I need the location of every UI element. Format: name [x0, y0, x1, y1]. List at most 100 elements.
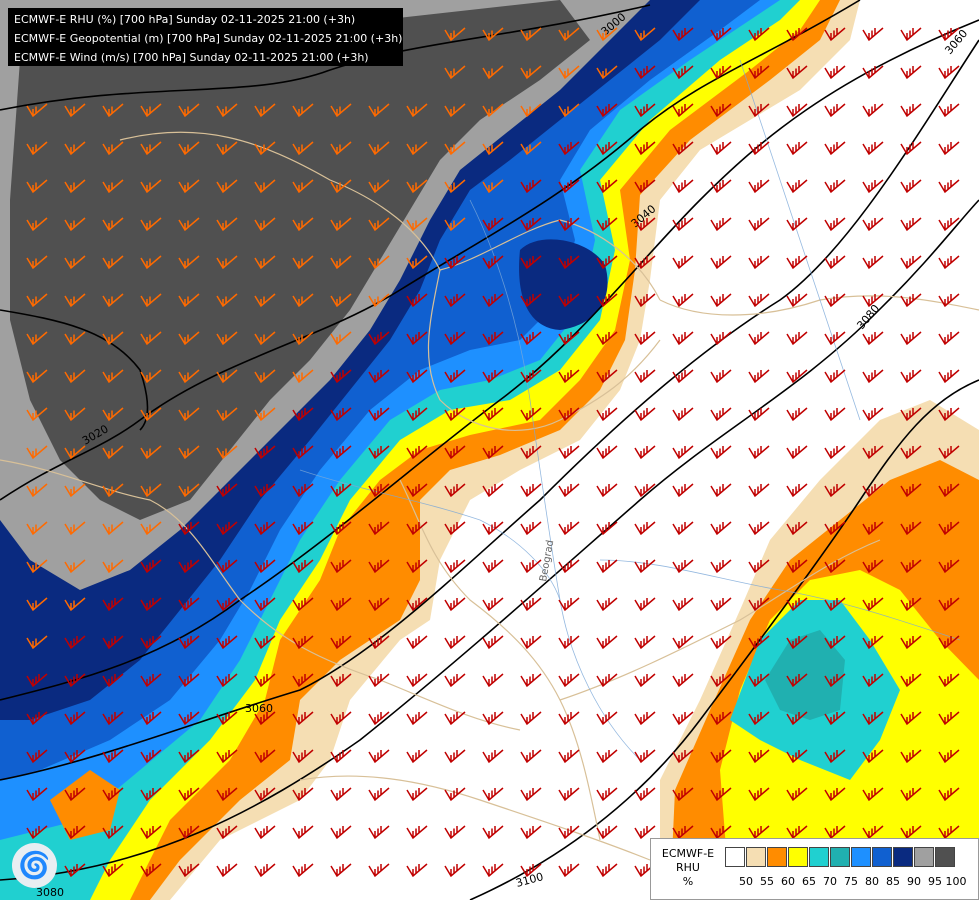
wind-barb-icon: [786, 217, 808, 232]
wind-barb-icon: [900, 521, 922, 536]
wind-barb-icon: [596, 217, 618, 232]
wind-barb-icon: [558, 597, 580, 612]
wind-barb-icon: [786, 483, 808, 498]
wind-barb-icon: [330, 559, 352, 574]
wind-barb-icon: [64, 597, 86, 612]
wind-barb-icon: [748, 293, 770, 308]
wind-barb-icon: [178, 141, 200, 156]
wind-barb-icon: [672, 65, 694, 80]
legend-swatch: [914, 847, 934, 867]
wind-barb-icon: [140, 293, 162, 308]
wind-barb-icon: [634, 445, 656, 460]
wind-barb-icon: [520, 255, 542, 270]
wind-barb-icon: [634, 217, 656, 232]
wind-barb-icon: [900, 483, 922, 498]
wind-barb-icon: [710, 483, 732, 498]
wind-barb-icon: [710, 521, 732, 536]
wind-barb-icon: [634, 597, 656, 612]
legend-tick-label: 50: [739, 875, 753, 888]
wind-barb-icon: [862, 749, 884, 764]
legend-swatch: [746, 847, 766, 867]
wind-barb-icon: [292, 179, 314, 194]
wind-barb-icon: [368, 369, 390, 384]
wind-barb-icon: [292, 635, 314, 650]
wind-barb-icon: [368, 635, 390, 650]
wind-barb-icon: [520, 65, 542, 80]
rhu-legend: ECMWF-E RHU % 50 55 60 65 70 75 80 85 90 95 100: [650, 838, 979, 900]
wind-barb-icon: [596, 331, 618, 346]
wind-barb-icon: [862, 483, 884, 498]
wind-barb-icon: [26, 673, 48, 688]
country-borders: [0, 131, 979, 861]
wind-barb-icon: [748, 711, 770, 726]
wind-barb-icon: [292, 711, 314, 726]
wind-barb-icon: [64, 673, 86, 688]
wind-barb-icon: [862, 141, 884, 156]
wind-barb-icon: [558, 179, 580, 194]
wind-barb-icon: [406, 749, 428, 764]
wind-barb-icon: [406, 483, 428, 498]
wind-barb-icon: [178, 103, 200, 118]
wind-barb-icon: [824, 711, 846, 726]
wind-barb-icon: [786, 331, 808, 346]
wind-barb-icon: [558, 217, 580, 232]
legend-tick-label: 95: [928, 875, 942, 888]
legend-tick-label: 75: [844, 875, 858, 888]
wind-barb-icon: [254, 825, 276, 840]
wind-barb-icon: [862, 407, 884, 422]
wind-barb-icon: [862, 559, 884, 574]
wind-barb-icon: [634, 711, 656, 726]
wind-barb-icon: [140, 141, 162, 156]
wind-barb-icon: [862, 369, 884, 384]
wind-barb-icon: [254, 635, 276, 650]
wind-barb-icon: [64, 863, 86, 878]
wind-barb-icon: [596, 179, 618, 194]
wind-barb-icon: [26, 749, 48, 764]
wind-barb-icon: [140, 217, 162, 232]
wind-barb-icon: [558, 673, 580, 688]
wind-barb-icon: [634, 293, 656, 308]
wind-barb-icon: [26, 559, 48, 574]
wind-barb-icon: [824, 141, 846, 156]
wind-barb-icon: [938, 635, 960, 650]
legend-label-variable: RHU: [676, 861, 700, 874]
wind-barb-icon: [140, 559, 162, 574]
wind-barb-icon: [330, 711, 352, 726]
wind-barb-icon: [254, 217, 276, 232]
wind-barb-icon: [216, 103, 238, 118]
wind-barb-icon: [368, 673, 390, 688]
wind-barb-icon: [368, 445, 390, 460]
wind-barb-icon: [254, 445, 276, 460]
wind-barb-icon: [216, 445, 238, 460]
wind-barb-icon: [178, 521, 200, 536]
wind-barb-icon: [938, 331, 960, 346]
title-box: ECMWF-E RHU (%) [700 hPa] Sunday 02-11-2…: [8, 8, 403, 66]
wind-barb-icon: [178, 331, 200, 346]
wind-barb-icon: [938, 65, 960, 80]
wind-barb-icon: [634, 787, 656, 802]
wind-barb-icon: [26, 407, 48, 422]
wind-barb-icon: [330, 597, 352, 612]
wind-barb-icon: [368, 787, 390, 802]
wind-barb-icon: [330, 863, 352, 878]
wind-barb-icon: [862, 27, 884, 42]
wind-barb-icon: [596, 293, 618, 308]
wind-barb-icon: [710, 65, 732, 80]
wind-barb-icon: [368, 597, 390, 612]
wind-barb-icon: [254, 331, 276, 346]
title-line-wind: ECMWF-E Wind (m/s) [700 hPa] Sunday 02-1…: [14, 51, 369, 64]
wind-barb-icon: [824, 369, 846, 384]
contour-3080: [0, 199, 979, 881]
wind-barb-icon: [710, 407, 732, 422]
wind-barb-icon: [444, 597, 466, 612]
wind-barb-icon: [938, 179, 960, 194]
wind-barb-icon: [520, 179, 542, 194]
wind-barb-icon: [482, 65, 504, 80]
wind-barb-icon: [216, 179, 238, 194]
wind-barb-icon: [482, 787, 504, 802]
wind-barb-icon: [140, 673, 162, 688]
wind-barb-icon: [330, 255, 352, 270]
wind-barb-icon: [64, 635, 86, 650]
wind-barb-icon: [64, 825, 86, 840]
wind-barb-icon: [672, 521, 694, 536]
